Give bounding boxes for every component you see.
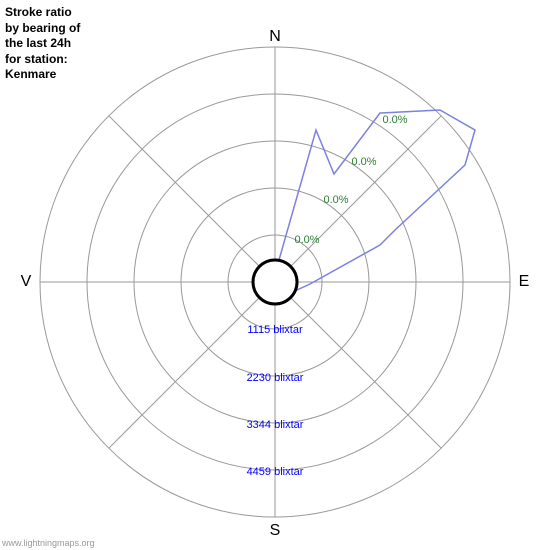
polar-chart-container: Stroke ratio by bearing of the last 24h … <box>0 0 550 550</box>
compass-label-v: V <box>21 273 32 291</box>
compass-label-s: S <box>270 522 281 540</box>
center-circle <box>253 260 297 304</box>
ring-value-label: 2230 blixtar <box>247 372 304 384</box>
percent-label: 0.0% <box>382 114 407 126</box>
ring-value-label: 3344 blixtar <box>247 419 304 431</box>
percent-label: 0.0% <box>323 194 348 206</box>
percent-label: 0.0% <box>351 156 376 168</box>
compass-label-e: E <box>519 273 530 291</box>
chart-title: Stroke ratio by bearing of the last 24h … <box>5 5 80 83</box>
footer-text: www.lightningmaps.org <box>2 538 95 548</box>
ring-value-label: 1115 blixtar <box>247 324 302 336</box>
ring-value-label: 4459 blixtar <box>247 466 304 478</box>
percent-label: 0.0% <box>294 234 319 246</box>
compass-label-n: N <box>269 28 281 46</box>
